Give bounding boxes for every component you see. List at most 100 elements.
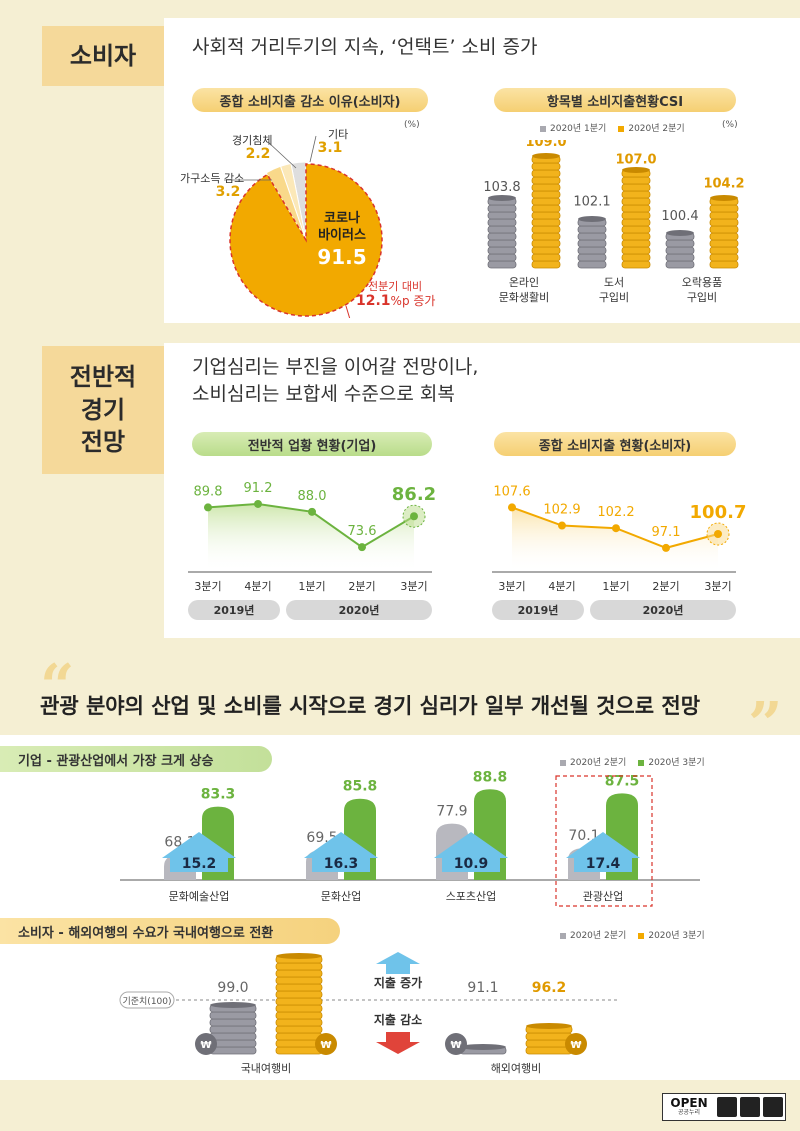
consumer-line-tick-0: 3분기 (498, 580, 525, 593)
csi-value-q1-0: 103.8 (483, 180, 520, 195)
decrease-arrow-icon (376, 1032, 420, 1054)
csi-bar-q1-1 (577, 216, 607, 269)
pie-slice-1 (265, 165, 307, 241)
outlook-label-line3: 전망 (80, 428, 126, 457)
pie-value-2: 2.2 (246, 146, 271, 162)
industry-category-0: 문화예술산업 (169, 890, 230, 903)
industry-bar-chart: 68.183.315.2문화예술산업69.585.816.3문화산업77.988… (120, 770, 700, 907)
csi-bar-q2-2 (709, 195, 739, 269)
travel-bar-q2-1 (459, 1044, 507, 1055)
pie-value-3: 3.1 (318, 140, 343, 156)
money-bag-icon-gold-0 (315, 1033, 337, 1055)
money-bag-icon-gold-symbol-0: ₩ (320, 1040, 331, 1051)
csi-value-q1-1: 102.1 (573, 195, 610, 210)
business-year-2019: 2019년 (188, 600, 280, 620)
consumer-line-value-1: 102.9 (543, 503, 580, 518)
industry-legend: 2020년 2분기 2020년 3분기 (560, 755, 705, 768)
business-point-4 (410, 512, 418, 521)
csi-bar-q2-0 (531, 153, 561, 269)
outlook-section-card (164, 343, 800, 638)
outlook-headline-line2: 소비심리는 보합세 수준으로 회복 (192, 382, 455, 405)
csi-value-q2-2: 104.2 (703, 176, 744, 191)
business-line-chart: 89.8 3분기 91.2 4분기 88.0 1분기 73.6 2분기 86.2 3분기 (188, 481, 436, 593)
industry-value-q3-2: 88.8 (473, 770, 508, 785)
business-point-1 (254, 499, 262, 508)
money-bag-icon-gray-0 (195, 1033, 217, 1055)
open-logo-sub: 공공누리 (677, 1109, 701, 1117)
csi-coin-chart: 103.8 109.0 102.1 107.0 100.4 104.2 (483, 140, 745, 269)
open-logo: OPEN 공공누리 (665, 1097, 713, 1116)
csi-category-0: 온라인 문화생활비 (498, 276, 550, 304)
industry-value-q3-0: 83.3 (201, 787, 236, 803)
travel-legend: 2020년 2분기 2020년 3분기 (560, 928, 705, 941)
csi-bar-q1-2 (665, 230, 695, 269)
csi-bar-q2-1 (621, 167, 651, 269)
travel-bar-q3-1 (525, 1023, 573, 1055)
consumer-line-value-2: 102.2 (597, 505, 634, 520)
quote-open-mark: “ (40, 652, 75, 722)
csi-legend-q2-label: 2020년 2분기 (628, 124, 685, 134)
industry-category-1: 문화산업 (321, 890, 361, 903)
travel-value-q2-1: 91.1 (467, 980, 498, 996)
travel-category-0: 국내여행비 (241, 1062, 292, 1075)
consumer-line-point-4 (714, 530, 722, 539)
travel-legend-q2-label: 2020년 2분기 (570, 931, 627, 941)
travel-value-q3-1: 96.2 (532, 980, 567, 996)
consumer-line-chart: 107.6 3분기 102.9 4분기 102.2 1분기 97.1 2분기 100.7 3분기 (492, 484, 746, 593)
banner-headline: 관광 분야의 산업 및 소비를 시작으로 경기 심리가 일부 개선될 것으로 전… (40, 694, 701, 718)
travel-legend-q3-label: 2020년 3분기 (648, 931, 705, 941)
consumer-line-value-0: 107.6 (493, 484, 530, 499)
open-logo-text: OPEN (670, 1096, 708, 1111)
pie-note-line1: 전분기 대비 (368, 280, 423, 293)
outlook-headline-line1: 기업심리는 부진을 이어갈 전망이나, (192, 356, 479, 378)
csi-category-2: 오락용품 구입비 (681, 276, 723, 304)
pie-slice-0 (229, 163, 383, 317)
pie-label-3: 기타 (328, 128, 348, 141)
pie-leader-3 (309, 135, 317, 163)
money-bag-icon-gray-1 (445, 1033, 467, 1055)
business-tick-3: 2분기 (348, 580, 375, 593)
outlook-label-line2: 경기 (80, 395, 126, 424)
industry-diff-3: 17.4 (586, 856, 621, 872)
pie-note-line2: 12.1%p 증가 (356, 292, 435, 309)
industry-legend-q2: 2020년 2분기 (560, 755, 626, 768)
csi-value-q2-1: 107.0 (615, 152, 656, 167)
industry-diff-0: 15.2 (182, 856, 217, 872)
csi-legend: 2020년 1분기 2020년 2분기 (540, 121, 685, 134)
industry-diff-arrow-3 (566, 832, 640, 872)
business-tick-0: 3분기 (194, 580, 221, 593)
consumer-line-point-3 (662, 543, 670, 552)
consumer-line-area (512, 507, 718, 572)
license-icon-nc (740, 1097, 760, 1117)
travel-bar-q2-0 (209, 1002, 257, 1055)
travel-value-q2-0: 99.0 (217, 980, 248, 996)
outlook-label-line1: 전반적 (69, 363, 137, 392)
industry-legend-q2-label: 2020년 2분기 (570, 758, 627, 768)
consumer-year-2020: 2020년 (590, 600, 736, 620)
csi-chart-title: 항목별 소비지출현황CSI (494, 88, 736, 112)
increase-label: 지출 증가 (374, 975, 422, 990)
industry-legend-q3-label: 2020년 3분기 (648, 758, 705, 768)
industry-category-2: 스포츠산업 (446, 890, 497, 903)
consumer-line-point-2 (612, 524, 620, 533)
travel-subhead: 소비자 - 해외여행의 수요가 국내여행으로 전환 (0, 918, 340, 944)
business-value-3: 73.6 (348, 524, 377, 539)
industry-section-card (0, 735, 800, 1080)
business-tick-1: 4분기 (244, 580, 271, 593)
pie-note-suffix: %p 증가 (390, 294, 436, 308)
csi-category-1: 도서 구입비 (598, 276, 630, 304)
decrease-label: 지출 감소 (374, 1012, 422, 1027)
industry-legend-q3: 2020년 3분기 (638, 755, 705, 768)
outlook-section-label: 전반적 경기 전망 (42, 346, 164, 474)
pie-label-0-line1: 코로나 (324, 210, 360, 226)
pie-chart-title: 종합 소비지출 감소 이유(소비자) (192, 88, 428, 112)
money-bag-icon-gray-symbol-1: ₩ (450, 1040, 461, 1051)
business-tick-2: 1분기 (298, 580, 325, 593)
consumer-line-tick-1: 4분기 (548, 580, 575, 593)
csi-unit: (%) (722, 120, 738, 130)
consumer-line-point-0 (508, 503, 516, 512)
pie-leader-2 (267, 141, 297, 169)
csi-value-q2-0: 109.0 (525, 140, 566, 150)
pie-value-0: 91.5 (317, 245, 366, 269)
industry-category-3: 관광산업 (583, 890, 623, 903)
